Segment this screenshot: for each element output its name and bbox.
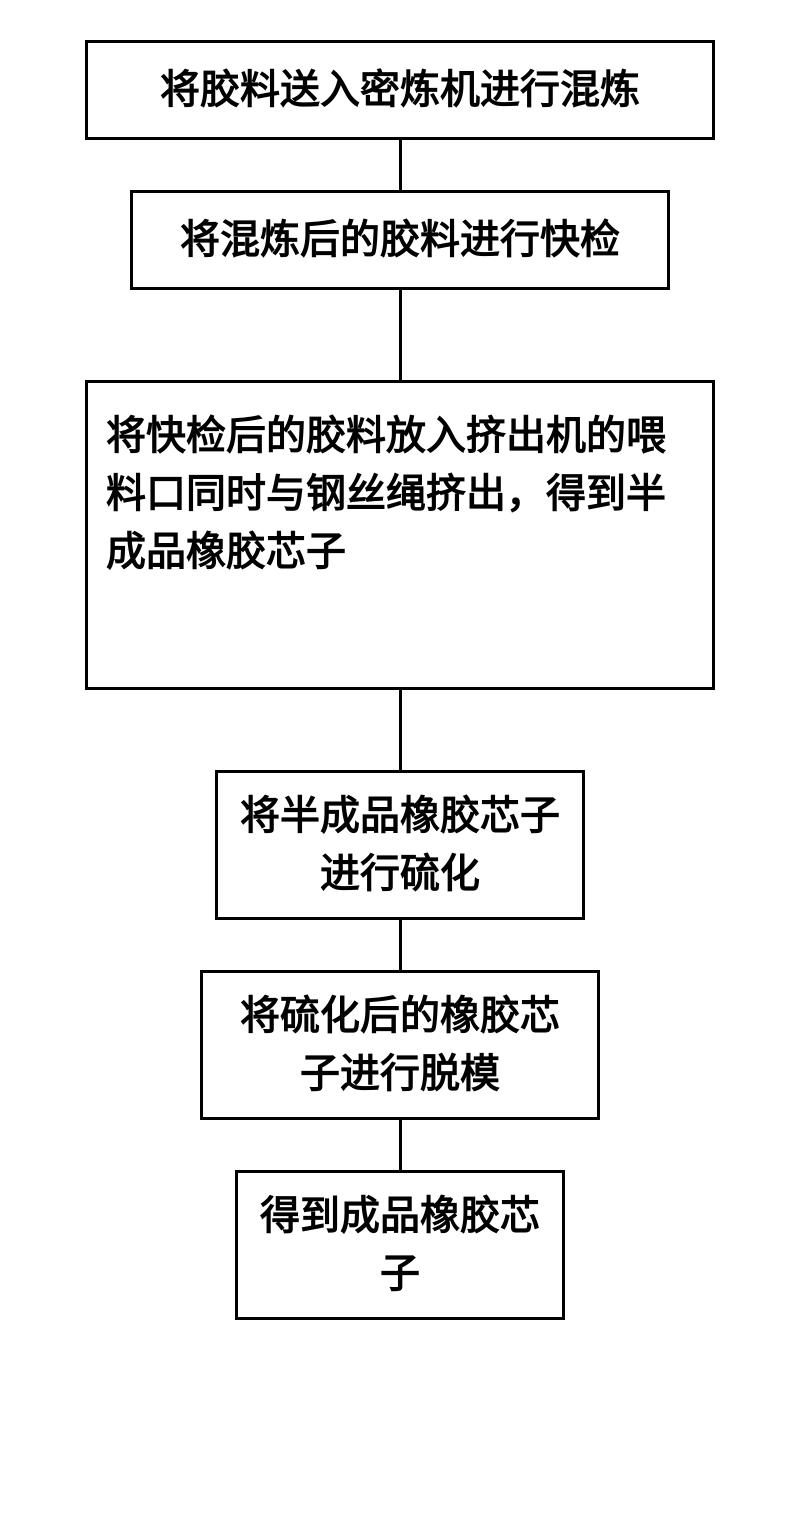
connector-2 (399, 290, 402, 380)
connector-5 (399, 1120, 402, 1170)
connector-1 (399, 140, 402, 190)
connector-4 (399, 920, 402, 970)
flow-step-2: 将混炼后的胶料进行快检 (130, 190, 670, 290)
flow-step-5-label: 将硫化后的橡胶芯子进行脱模 (221, 987, 579, 1103)
flow-step-1-label: 将胶料送入密炼机进行混炼 (160, 61, 640, 119)
connector-3 (399, 690, 402, 770)
flow-step-2-label: 将混炼后的胶料进行快检 (180, 211, 620, 269)
flow-step-3: 将快检后的胶料放入挤出机的喂料口同时与钢丝绳挤出，得到半成品橡胶芯子 (85, 380, 715, 690)
flow-step-4-label: 将半成品橡胶芯子进行硫化 (236, 787, 564, 903)
flow-step-4: 将半成品橡胶芯子进行硫化 (215, 770, 585, 920)
flow-step-6-label: 得到成品橡胶芯子 (256, 1187, 544, 1303)
flowchart-container: 将胶料送入密炼机进行混炼 将混炼后的胶料进行快检 将快检后的胶料放入挤出机的喂料… (0, 0, 800, 1320)
flow-step-1: 将胶料送入密炼机进行混炼 (85, 40, 715, 140)
flow-step-6: 得到成品橡胶芯子 (235, 1170, 565, 1320)
flow-step-3-label: 将快检后的胶料放入挤出机的喂料口同时与钢丝绳挤出，得到半成品橡胶芯子 (106, 407, 694, 581)
flow-step-5: 将硫化后的橡胶芯子进行脱模 (200, 970, 600, 1120)
